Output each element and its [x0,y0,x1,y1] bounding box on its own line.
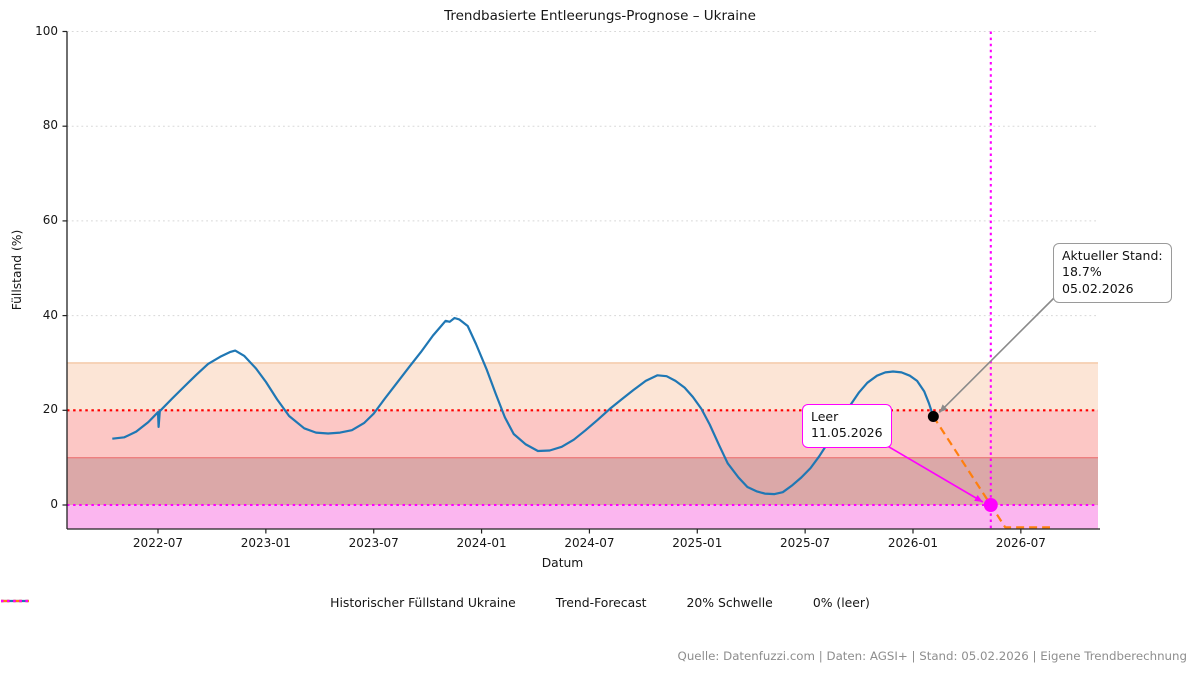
marker-leer-punkt [983,498,998,512]
annotation-line: Aktueller Stand: [1062,248,1163,263]
x-tick-label: 2023-07 [348,536,399,550]
marker-aktueller-stand-punkt [927,410,939,422]
y-axis-label: Füllstand (%) [10,229,24,311]
source-footer: Quelle: Datenfuzzi.com | Daten: AGSI+ | … [677,649,1187,663]
legend-item: 20% Schwelle [1,595,773,610]
threshold-band [67,457,1098,505]
x-tick-label: 2026-01 [887,536,939,550]
x-tick-label: 2024-07 [564,536,615,550]
legend-item: 0% (leer) [1,595,870,610]
x-tick-label: 2024-01 [456,536,507,550]
annotation-arrow-leer-head [974,495,983,502]
annotation-arrow-aktueller-stand-head [939,404,948,413]
legend: Historischer Füllstand Ukraine Trend-Fore… [0,595,1200,610]
annotation-line: 18.7% [1062,264,1102,280]
legend-marker-dotted [1,599,29,603]
series-forecast [932,415,1050,529]
legend-item: Trend-Forecast [1,595,647,610]
legend-label: Trend-Forecast [555,595,647,610]
y-tick-label: 20 [42,402,58,417]
legend-label: 0% (leer) [812,595,870,610]
y-tick-label: 60 [42,212,58,227]
annotation-line: 11.05.2026 [811,425,883,441]
legend-label: Historischer Füllstand Ukraine [330,595,516,610]
x-axis-label: Datum [541,556,584,570]
threshold-band [67,362,1098,411]
legend-label: 20% Schwelle [686,595,773,610]
annotation-arrow-aktueller-stand [938,296,1056,414]
x-tick-label: 2023-01 [240,536,291,550]
annotation-line: Leer [811,409,839,424]
series-historical [112,316,935,496]
legend-item: Historischer Füllstand Ukraine [1,595,516,610]
annotation-leer: Leer 11.05.2026 [802,404,892,448]
x-tick-label: 2025-07 [780,536,831,550]
x-tick-label: 2025-01 [672,536,723,550]
x-tick-label: 2022-07 [132,536,184,550]
y-tick-label: 40 [42,307,58,322]
y-tick-label: 0 [50,497,58,511]
y-tick-label: 100 [35,23,58,38]
annotation-arrow-leer [883,443,984,503]
chart-title: Trendbasierte Entleerungs-Prognose – Ukr… [444,8,756,24]
x-tick-label: 2026-07 [995,536,1046,550]
threshold-band [67,505,1098,529]
annotation-line: 05.02.2026 [1062,280,1134,296]
y-tick-label: 80 [42,118,58,133]
annotation-aktueller-stand: Aktueller Stand: 18.7% 05.02.2026 [1053,243,1172,303]
